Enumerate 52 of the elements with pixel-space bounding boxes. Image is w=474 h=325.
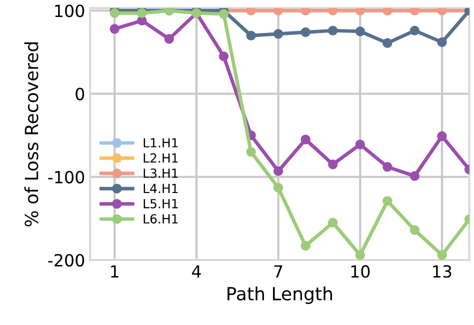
point	[382, 38, 392, 48]
point	[300, 8, 310, 16]
point	[300, 27, 310, 38]
x-tick-label: 4	[192, 265, 201, 278]
point	[273, 29, 284, 39]
y-tick-label: 0	[76, 88, 84, 100]
x-tick-label: 13	[433, 265, 452, 278]
x-tick-label: 7	[274, 265, 282, 278]
point	[328, 8, 338, 16]
point	[246, 8, 256, 16]
point	[410, 26, 420, 36]
point	[382, 162, 392, 172]
y-tick-label: -200	[48, 254, 84, 267]
point	[437, 131, 447, 141]
point	[300, 241, 310, 251]
point	[437, 250, 447, 260]
point	[410, 8, 420, 16]
point	[410, 225, 420, 235]
point	[218, 51, 229, 62]
point	[218, 9, 229, 19]
point	[355, 250, 365, 260]
point	[273, 166, 284, 176]
point	[246, 147, 256, 157]
point	[355, 140, 365, 150]
point	[246, 30, 256, 40]
point	[328, 26, 338, 36]
point	[273, 8, 284, 16]
legend-label: L4.H1	[144, 184, 178, 193]
point	[382, 8, 392, 16]
point	[355, 8, 365, 16]
point	[164, 34, 174, 44]
legend-label: L5.H1	[144, 199, 178, 208]
point	[328, 160, 338, 170]
y-tick-label: 100	[55, 4, 84, 18]
point	[382, 196, 392, 206]
point	[437, 8, 447, 16]
point	[273, 182, 284, 193]
point	[328, 218, 338, 228]
y-tick-label: -100	[48, 170, 84, 184]
point	[437, 37, 447, 48]
legend-label: L1.H1	[144, 138, 178, 148]
x-axis-title: Path Length	[228, 286, 332, 304]
point	[355, 26, 365, 36]
point	[300, 134, 310, 144]
y-axis-title: % of Loss Recovered	[24, 42, 38, 226]
point	[110, 24, 120, 34]
legend-label: L6.H1	[144, 214, 178, 224]
legend-label: L3.H1	[144, 168, 178, 178]
x-tick-label: 10	[351, 265, 370, 278]
x-tick-label: 1	[111, 265, 118, 278]
point	[410, 171, 420, 181]
legend-label: L2.H1	[144, 153, 178, 163]
